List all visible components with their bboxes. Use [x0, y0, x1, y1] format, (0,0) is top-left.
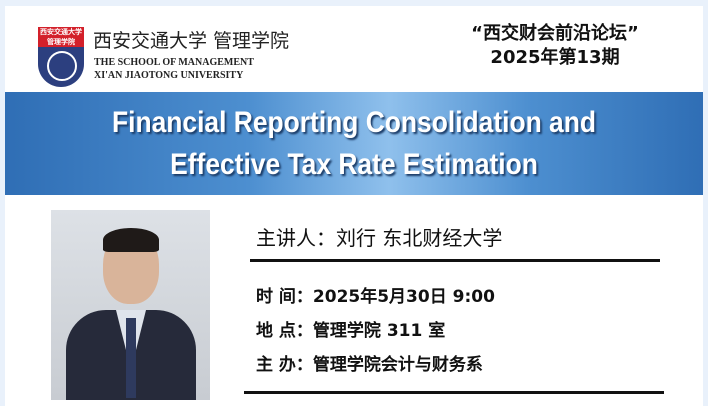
time-line: 时 间：2025年5月30日 9:00	[256, 287, 495, 307]
title-banner: Financial Reporting Consolidation and Ef…	[5, 92, 703, 195]
school-en-line1: THE SCHOOL OF MANAGEMENT	[94, 57, 254, 68]
divider-bottom	[244, 391, 664, 394]
speaker-photo	[51, 210, 210, 400]
photo-tie	[126, 318, 136, 398]
host-line: 主 办：管理学院会计与财务系	[256, 355, 483, 375]
logo-emblem-icon	[47, 51, 77, 81]
school-name-cn: 西安交通大学 管理学院	[93, 30, 290, 52]
university-logo: 西安交通大学 管理学院	[38, 27, 84, 87]
location-line: 地 点：管理学院 311 室	[256, 321, 446, 341]
speaker-line: 主讲人：刘行 东北财经大学	[256, 226, 503, 250]
forum-name: “西交财会前沿论坛”	[471, 23, 639, 44]
divider-top	[250, 259, 660, 262]
title-line1: Financial Reporting Consolidation and	[111, 106, 596, 139]
logo-badge: 西安交通大学 管理学院	[38, 27, 84, 47]
title-line2: Effective Tax Rate Estimation	[170, 148, 538, 181]
school-en-line2: XI'AN JIAOTONG UNIVERSITY	[94, 70, 244, 81]
forum-title: “西交财会前沿论坛” 2025年第13期	[440, 22, 670, 70]
lecture-title: Financial Reporting Consolidation and Ef…	[47, 102, 661, 186]
forum-issue: 2025年第13期	[490, 47, 620, 68]
school-name-en: THE SCHOOL OF MANAGEMENT XI'AN JIAOTONG …	[94, 56, 254, 82]
photo-hair	[103, 228, 159, 252]
